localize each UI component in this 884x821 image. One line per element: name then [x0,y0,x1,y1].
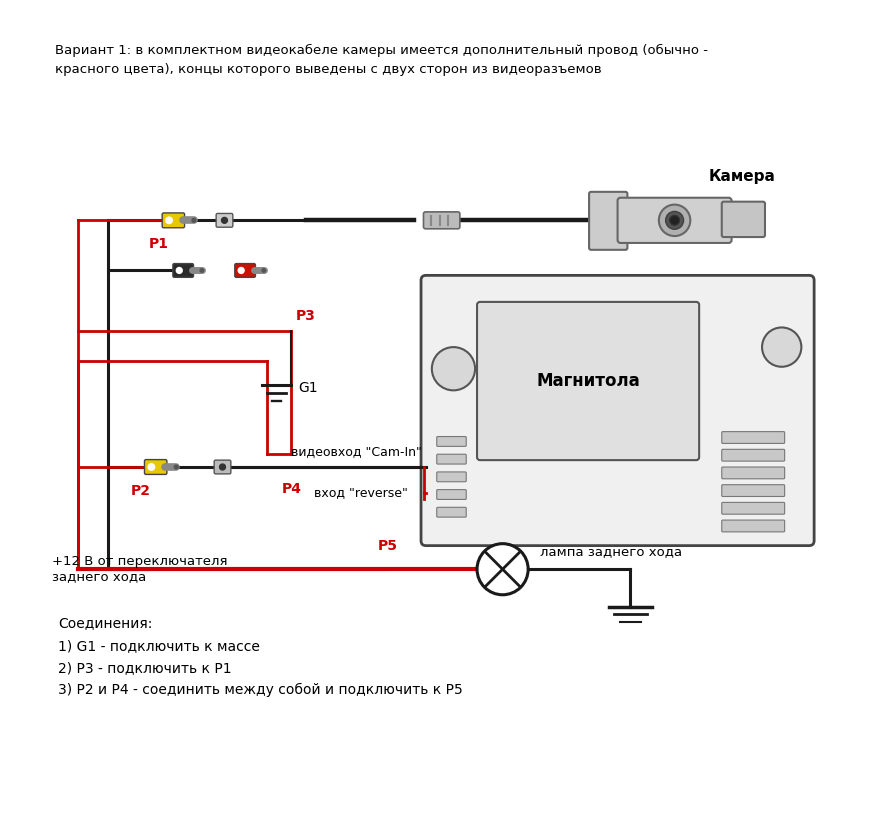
Text: P2: P2 [131,484,151,498]
Circle shape [262,268,265,273]
Circle shape [670,215,680,225]
FancyBboxPatch shape [721,449,785,461]
Circle shape [238,268,244,273]
FancyBboxPatch shape [144,460,167,475]
FancyBboxPatch shape [235,264,255,277]
Circle shape [432,347,475,390]
FancyBboxPatch shape [437,437,466,447]
Text: Соединения:
1) G1 - подключить к массе
2) Р3 - подключить к Р1
3) Р2 и Р4 - соед: Соединения: 1) G1 - подключить к массе 2… [58,617,463,697]
FancyBboxPatch shape [173,264,194,277]
Circle shape [176,268,182,273]
FancyBboxPatch shape [589,192,628,250]
Text: Вариант 1: в комплектном видеокабеле камеры имеется дополнительный провод (обычн: Вариант 1: в комплектном видеокабеле кам… [56,44,708,76]
Circle shape [666,212,683,229]
FancyBboxPatch shape [721,502,785,514]
Text: Магнитола: Магнитола [537,372,640,390]
FancyBboxPatch shape [437,472,466,482]
Text: лампа заднего хода: лампа заднего хода [540,545,682,558]
Text: видеовход "Cam-In": видеовход "Cam-In" [292,445,423,458]
FancyBboxPatch shape [437,507,466,517]
Circle shape [166,217,172,223]
Circle shape [222,218,227,223]
Circle shape [477,544,528,594]
Circle shape [219,464,225,470]
Text: P1: P1 [149,236,169,251]
Text: +12 В от переключателя
заднего хода: +12 В от переключателя заднего хода [52,556,228,584]
FancyBboxPatch shape [618,198,732,243]
Text: Камера: Камера [709,168,776,184]
FancyBboxPatch shape [437,489,466,499]
Circle shape [192,218,195,222]
FancyBboxPatch shape [437,454,466,464]
Circle shape [149,464,155,470]
Circle shape [200,268,203,273]
FancyBboxPatch shape [721,484,785,497]
Circle shape [762,328,802,367]
Circle shape [174,466,178,469]
FancyBboxPatch shape [721,520,785,532]
FancyBboxPatch shape [162,213,185,227]
Text: вход "reverse": вход "reverse" [314,486,408,499]
FancyBboxPatch shape [216,213,232,227]
Circle shape [659,204,690,236]
Text: G1: G1 [298,382,318,396]
FancyBboxPatch shape [214,460,231,474]
Text: P3: P3 [296,309,316,323]
Text: P4: P4 [281,482,301,496]
FancyBboxPatch shape [721,202,765,237]
FancyBboxPatch shape [423,212,460,229]
FancyBboxPatch shape [721,467,785,479]
Text: P5: P5 [377,539,398,553]
FancyBboxPatch shape [477,302,699,460]
FancyBboxPatch shape [421,275,814,546]
FancyBboxPatch shape [721,432,785,443]
